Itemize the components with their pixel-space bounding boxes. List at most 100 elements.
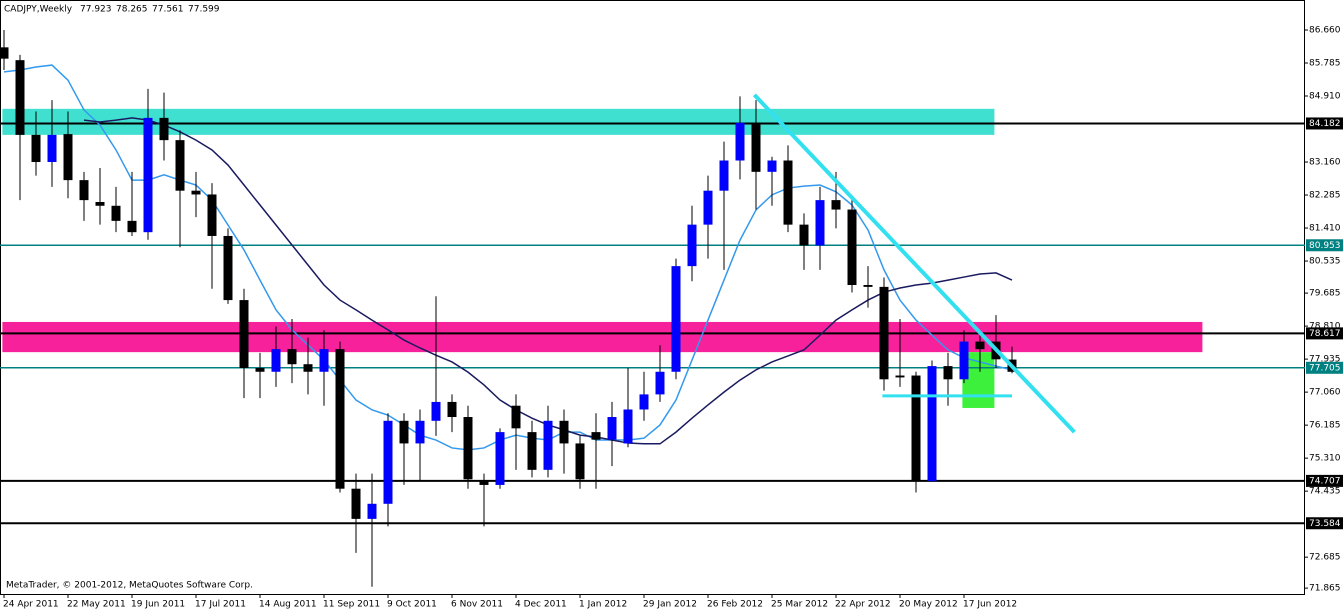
candle-body [15,60,25,135]
plot-area [0,29,1305,587]
candle-body [319,349,329,372]
level-label: 77.705 [1309,363,1341,373]
candle-body [431,401,441,421]
candle-body [255,367,265,372]
x-tick-label: 9 Oct 2011 [387,600,437,610]
header-value: 77.561 [152,5,184,15]
candle-body [607,417,617,440]
x-tick-label: 17 Jun 2012 [963,600,1017,610]
level-label: 80.953 [1309,241,1341,251]
x-tick-label: 25 Mar 2012 [771,600,828,610]
candle-body [751,122,761,172]
x-tick-label: 24 Apr 2011 [3,600,59,610]
candle-body [815,200,825,246]
candle-body [847,209,857,285]
candle-body [511,405,521,429]
candle-body [127,220,137,233]
header-value: 77.599 [188,5,220,15]
candle-body [415,420,425,444]
candle-body [223,235,233,301]
candle-body [767,160,777,172]
candle-body [655,371,665,395]
candle-body [879,286,889,380]
plot-frame [0,0,1305,595]
candle-body [543,420,553,470]
candle-body [95,202,105,206]
level-label: 78.617 [1309,329,1341,339]
candle-body [895,375,905,378]
level-label-box [1306,361,1343,374]
x-tick-label: 22 Apr 2012 [835,600,891,610]
candle-body [623,409,633,444]
candle-body [175,140,185,191]
level-label-box [1306,327,1343,340]
candle-body [159,117,169,141]
candle-body [975,341,985,350]
candle-body [927,366,937,482]
x-tick-label: 14 Aug 2011 [259,600,317,610]
candle-body [207,194,217,236]
candle-body [303,364,313,372]
candle-body [559,420,569,444]
y-tick-label: 81.410 [1309,224,1341,234]
y-tick-label: 75.310 [1309,454,1341,464]
y-tick-label: 85.785 [1309,58,1341,68]
candle-body [287,349,297,365]
candle-body [447,401,457,418]
y-tick-label: 76.185 [1309,421,1341,431]
x-tick-label: 29 Jan 2012 [643,600,697,610]
x-tick-label: 6 Nov 2011 [451,600,503,610]
candle-body [799,224,809,246]
candle-body [783,160,793,225]
candle-body [863,284,873,287]
y-tick-label: 83.160 [1309,158,1341,168]
candle-body [735,122,745,161]
x-tick-label: 26 Feb 2012 [707,600,763,610]
x-tick-label: 17 Jul 2011 [195,600,246,610]
zone [2,321,1203,353]
candle-body [367,503,377,519]
level-label: 74.707 [1309,476,1341,486]
candle-body [143,117,153,233]
candle-body [463,417,473,480]
level-label-box [1306,474,1343,487]
x-tick-label: 11 Sep 2011 [323,600,380,610]
candle-body [527,432,537,470]
candle-body [671,266,681,372]
candle-body [111,205,121,221]
x-tick-label: 4 Dec 2011 [515,600,567,610]
candle-body [79,180,89,201]
candle-body [719,160,729,191]
trendline [752,93,1076,434]
y-tick-label: 86.660 [1309,25,1341,35]
y-tick-label: 80.535 [1309,257,1341,267]
candle-body [703,190,713,225]
candle-body [943,366,953,380]
y-tick-label: 71.865 [1309,584,1341,594]
candle-body [383,420,393,504]
y-tick-label: 77.935 [1309,355,1341,365]
y-tick-label: 79.685 [1309,289,1341,299]
candle-body [335,349,345,489]
candle-body [63,134,73,181]
level-label-box [1306,117,1343,130]
candle-body [959,341,969,380]
candle-body [639,394,649,410]
y-tick-label: 84.910 [1309,92,1341,102]
candle-body [351,488,361,519]
header-value: 77.923 [80,5,112,15]
y-tick-label: 82.285 [1309,191,1341,201]
candle-body [191,190,201,195]
candle-body [239,300,249,368]
x-tick-label: 22 May 2011 [67,600,126,610]
x-tick-label: 19 Jun 2011 [131,600,185,610]
x-tick-label: 1 Jan 2012 [579,600,627,610]
candle-body [495,432,505,485]
moving-average [3,64,1013,451]
header-value: 78.265 [116,5,148,15]
candle-body [831,200,841,210]
level-label: 84.182 [1309,119,1341,129]
level-label-box [1306,239,1343,252]
